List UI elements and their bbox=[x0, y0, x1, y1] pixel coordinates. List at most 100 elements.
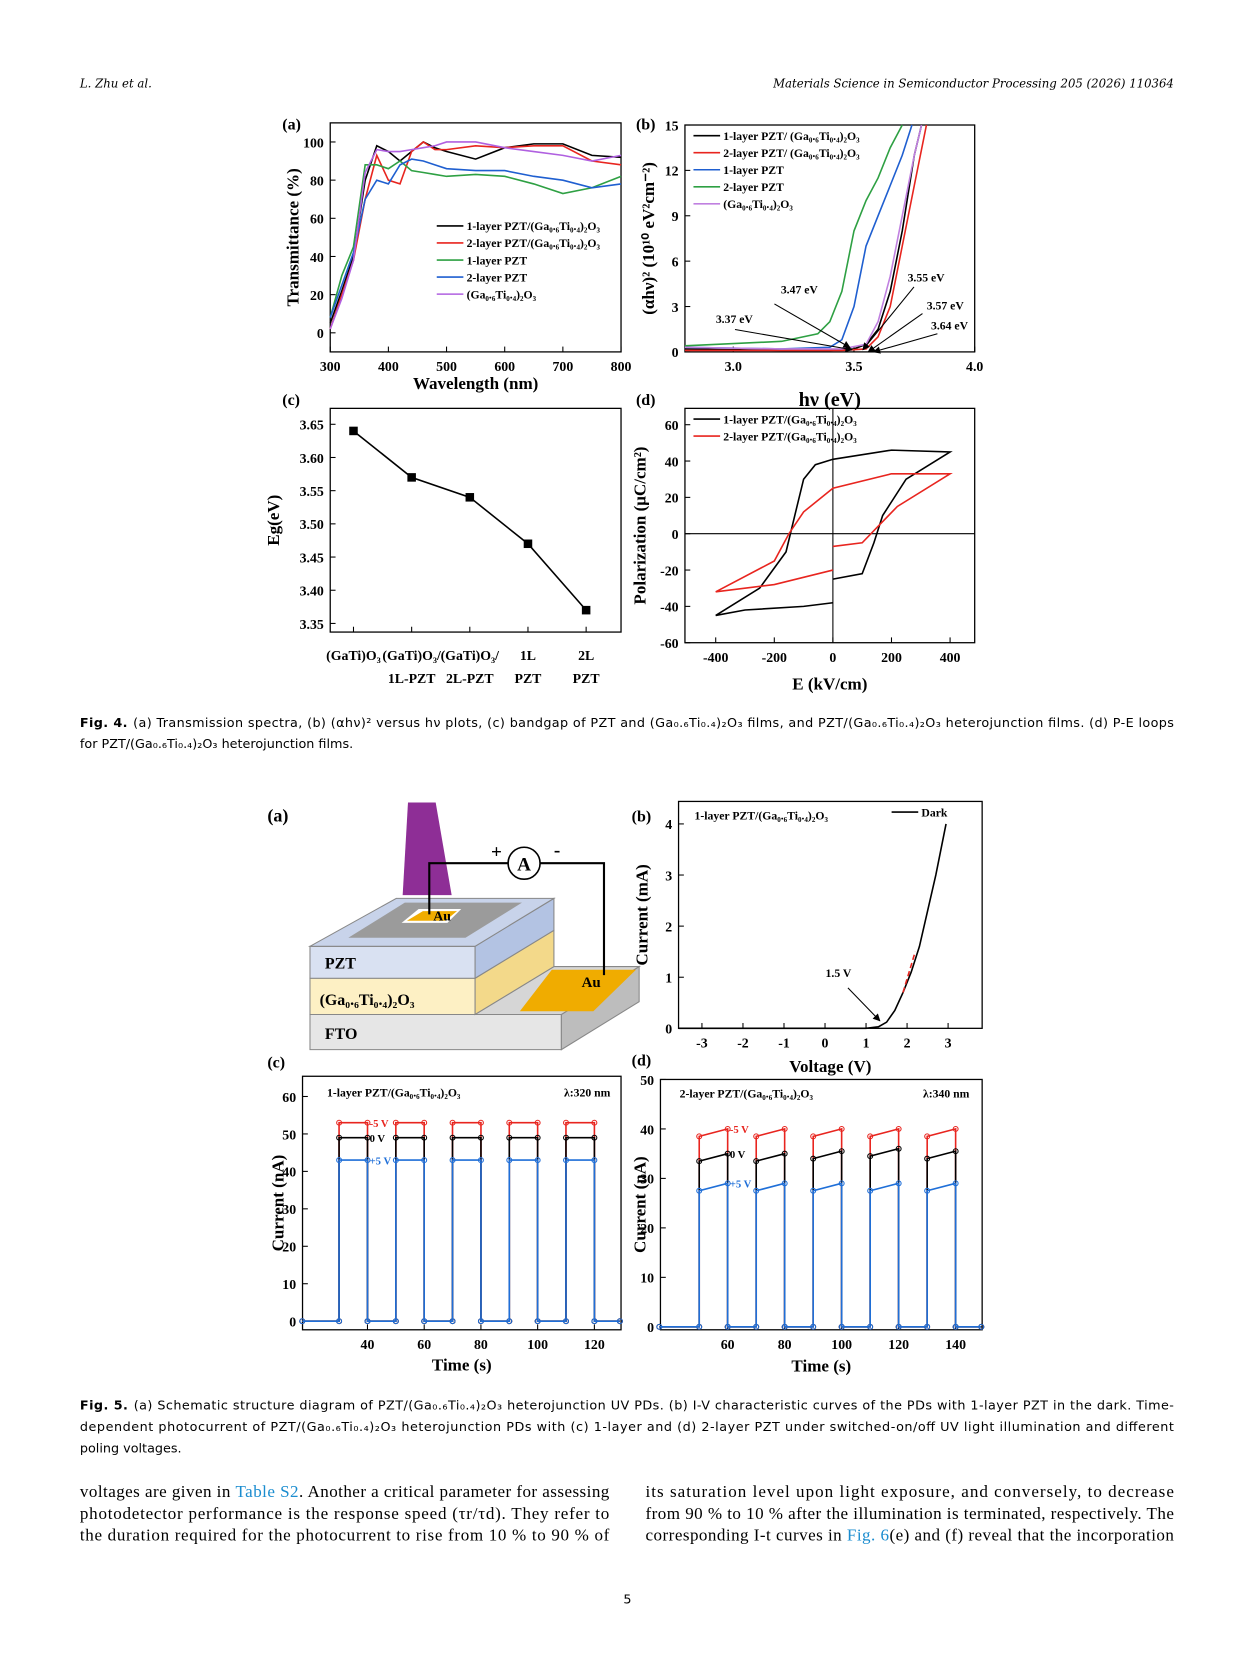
schematic: (a) A + - Au Au PZT (Ga₀.₆Ti₀.₄)₂O₃ FTO bbox=[267, 802, 642, 1051]
body-line: its saturation level upon light exposure… bbox=[646, 1482, 1174, 1501]
x-tick-label: 600 bbox=[494, 359, 515, 374]
y-tick-label: 3.45 bbox=[300, 550, 324, 565]
marker bbox=[506, 1157, 513, 1164]
plot-frame bbox=[329, 407, 622, 633]
x-tick-label: -200 bbox=[762, 650, 787, 665]
caption-text: for PZT/(Ga₀.₆Ti₀.₄)₂O₃ heterojunction f… bbox=[80, 737, 353, 752]
chart: (b) 0 1 2 3 4 -3 -2 -1 0 1 2 3 Voltage (V) Current (mA… bbox=[632, 800, 983, 1076]
au-bottom bbox=[519, 969, 636, 1012]
legend-label: 2-layer PZT bbox=[467, 271, 528, 284]
body-line: corresponding I-t curves in Fig. 6(e) an… bbox=[646, 1526, 1175, 1545]
x-tick-label: 100 bbox=[831, 1337, 852, 1352]
marker bbox=[534, 1318, 541, 1325]
marker bbox=[523, 539, 533, 549]
x-axis-label: E (kV/cm) bbox=[792, 675, 867, 694]
inset-label: 1-layer PZT/(Ga₀.₆Ti₀.₄)₂O₃ bbox=[695, 810, 829, 823]
x-axis-label: Voltage (V) bbox=[789, 1057, 871, 1076]
y-tick-label: 20 bbox=[640, 1221, 654, 1236]
marker bbox=[591, 1134, 598, 1141]
caption-line: poling voltages. bbox=[80, 1441, 182, 1456]
y-tick-label: 3.35 bbox=[300, 617, 324, 632]
y-tick-label: 6 bbox=[672, 254, 679, 269]
series-line bbox=[684, 124, 923, 350]
panel-label: (b) bbox=[636, 116, 656, 133]
layer-label: PZT bbox=[325, 956, 356, 973]
marker bbox=[563, 1157, 569, 1164]
y-tick-label: 100 bbox=[303, 135, 324, 150]
marker bbox=[810, 1187, 817, 1194]
x-tick-label: 140 bbox=[945, 1337, 966, 1352]
marker bbox=[421, 1157, 428, 1164]
caption-text: (a) Schematic structure diagram of PZT/(… bbox=[134, 1399, 1174, 1414]
series-line bbox=[715, 472, 953, 593]
link: Fig. 6 bbox=[847, 1526, 890, 1545]
y-tick-label: 10 bbox=[282, 1277, 296, 1292]
y-tick-label: 15 bbox=[665, 118, 679, 133]
annotation-arrow bbox=[862, 286, 915, 351]
au-label: Au bbox=[433, 909, 451, 924]
marker bbox=[781, 1125, 788, 1132]
x-tick-label: (GaTi)O₃ bbox=[326, 648, 381, 664]
link: Table S2 bbox=[236, 1482, 299, 1501]
y-tick-label: -40 bbox=[660, 600, 679, 615]
x-tick-label: -400 bbox=[703, 650, 728, 665]
legend-label: 2-layer PZT/(Ga₀.₆Ti₀.₄)₂O₃ bbox=[467, 237, 601, 250]
marker bbox=[421, 1119, 428, 1126]
series-label: 0 V bbox=[730, 1150, 746, 1161]
series-line bbox=[684, 124, 913, 350]
body-text: . Another a critical parameter for asses… bbox=[299, 1482, 610, 1501]
x-tick-label: 1 bbox=[863, 1036, 870, 1051]
y-tick-label: 0 bbox=[665, 1022, 672, 1037]
marker bbox=[336, 1318, 343, 1325]
chart: (a) 0 20 40 60 80 100 300 400 500 600 700 800 Wavelen… bbox=[282, 116, 631, 393]
caption-text: dependent photocurrent of PZT/(Ga₀.₆Ti₀.… bbox=[80, 1420, 1174, 1435]
y-tick-label: 60 bbox=[282, 1090, 296, 1105]
y-tick-label: 1 bbox=[665, 971, 672, 986]
legend-label: 2-layer PZT bbox=[723, 181, 784, 194]
x-tick-label: 400 bbox=[378, 359, 399, 374]
legend-label: 1-layer PZT/(Ga₀.₆Ti₀.₄)₂O₃ bbox=[467, 220, 601, 233]
y-axis-label: Current (mA) bbox=[633, 864, 652, 965]
x-tick-label: 3.5 bbox=[845, 359, 862, 374]
body-line: photodetector performance is the respons… bbox=[80, 1504, 609, 1523]
marker bbox=[724, 1150, 731, 1157]
annotation: 3.47 eV bbox=[781, 283, 819, 296]
x-tick-label: -1 bbox=[778, 1036, 790, 1051]
legend-label: 1-layer PZT/(Ga₀.₆Ti₀.₄)₂O₃ bbox=[723, 413, 857, 426]
marker bbox=[449, 1119, 456, 1126]
marker bbox=[952, 1323, 959, 1330]
marker bbox=[392, 1318, 399, 1325]
marker bbox=[810, 1133, 817, 1140]
marker bbox=[867, 1323, 874, 1330]
marker bbox=[392, 1119, 399, 1126]
marker bbox=[696, 1133, 703, 1140]
marker bbox=[724, 1323, 731, 1330]
legend-label: (Ga₀.₆Ti₀.₄)₂O₃ bbox=[467, 288, 537, 301]
meter-label: A bbox=[517, 855, 531, 876]
marker bbox=[591, 1318, 598, 1325]
legend-label: 1-layer PZT bbox=[467, 254, 528, 267]
series-label: +5 V bbox=[730, 1180, 752, 1191]
y-tick-label: 30 bbox=[282, 1202, 296, 1217]
y-tick-label: 3.65 bbox=[300, 418, 324, 433]
marker bbox=[581, 605, 591, 615]
annotation: 1.5 V bbox=[826, 967, 852, 980]
marker bbox=[696, 1323, 703, 1330]
marker bbox=[563, 1134, 569, 1141]
x-tick-label: 100 bbox=[527, 1337, 548, 1352]
marker bbox=[336, 1119, 343, 1126]
series-line bbox=[684, 124, 903, 347]
legend-label: 1-layer PZT/ (Ga₀.₆Ti₀.₄)₂O₃ bbox=[723, 130, 860, 143]
marker bbox=[867, 1133, 874, 1140]
body-text: (e) and (f) reveal that the incorporatio… bbox=[889, 1526, 1174, 1545]
y-tick-label: 60 bbox=[665, 418, 679, 433]
page-number: 5 bbox=[623, 1593, 631, 1608]
x-tick-label: 300 bbox=[320, 359, 341, 374]
annotation: 3.37 eV bbox=[716, 313, 754, 326]
marker bbox=[364, 1119, 371, 1126]
marker bbox=[781, 1180, 788, 1187]
series-label: -5 V bbox=[370, 1119, 389, 1130]
y-tick-label: 10 bbox=[640, 1271, 654, 1286]
marker bbox=[616, 1318, 623, 1325]
marker bbox=[924, 1323, 931, 1330]
